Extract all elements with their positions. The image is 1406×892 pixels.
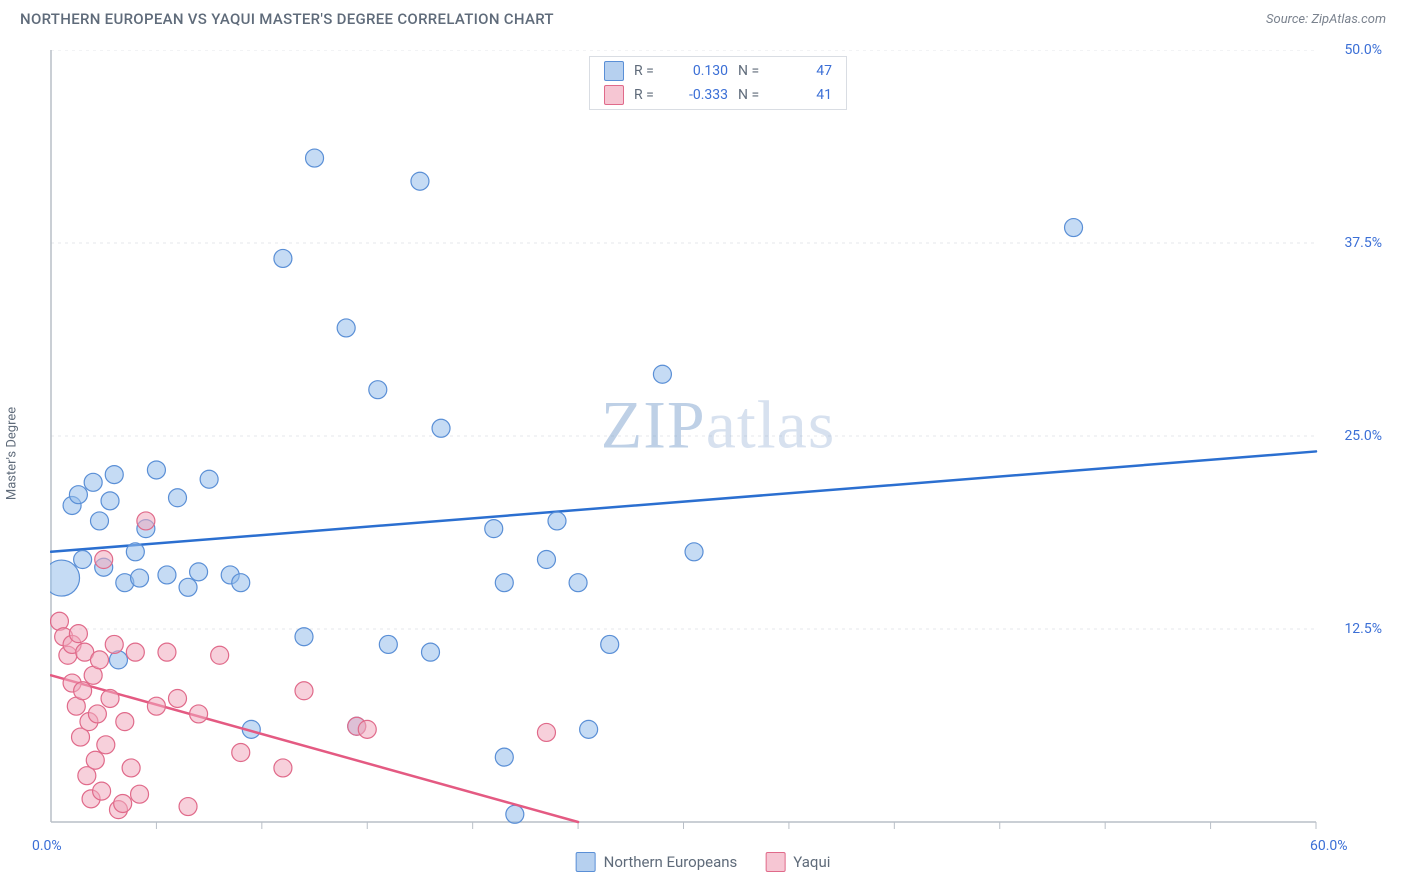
legend-swatch <box>576 852 596 872</box>
source-attribution: Source: ZipAtlas.com <box>1266 12 1386 27</box>
y-tick-label: 37.5% <box>1344 235 1382 251</box>
legend-swatch <box>604 85 624 105</box>
correlation-legend: R = 0.130 N = 47 R = -0.333 N = 41 <box>589 56 847 110</box>
y-tick-label: 12.5% <box>1344 621 1382 637</box>
series-legend: Northern Europeans Yaqui <box>576 852 831 872</box>
legend-swatch <box>765 852 785 872</box>
axis-corner-label: 60.0% <box>1310 838 1348 854</box>
series-legend-item: Northern Europeans <box>576 852 738 872</box>
chart-title: NORTHERN EUROPEAN VS YAQUI MASTER'S DEGR… <box>20 10 554 28</box>
chart-area: ZIPatlas R = 0.130 N = 47 R = -0.333 N =… <box>50 50 1386 832</box>
correlation-legend-row: R = 0.130 N = 47 <box>590 59 846 83</box>
correlation-legend-row: R = -0.333 N = 41 <box>590 83 846 107</box>
legend-swatch <box>604 61 624 81</box>
axis-corner-label: 0.0% <box>32 838 62 854</box>
y-tick-label: 25.0% <box>1344 428 1382 444</box>
scatter-chart-svg <box>50 50 1386 832</box>
y-tick-label: 50.0% <box>1344 42 1382 58</box>
source-link[interactable]: ZipAtlas.com <box>1311 12 1386 27</box>
series-legend-item: Yaqui <box>765 852 830 872</box>
y-axis-label: Master's Degree <box>5 407 20 500</box>
chart-header: NORTHERN EUROPEAN VS YAQUI MASTER'S DEGR… <box>0 0 1406 32</box>
